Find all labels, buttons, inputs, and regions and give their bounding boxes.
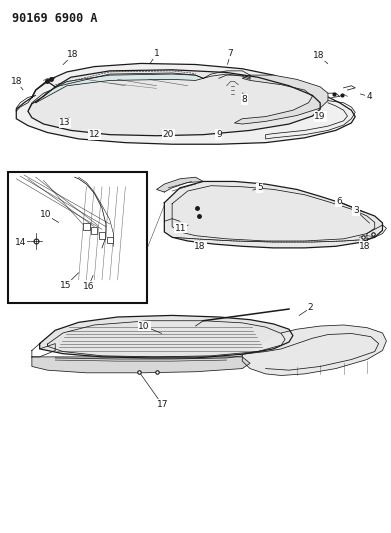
Text: 16: 16 bbox=[83, 282, 94, 291]
Text: 90169 6900 A: 90169 6900 A bbox=[13, 12, 98, 26]
Text: 19: 19 bbox=[314, 112, 326, 121]
Text: 18: 18 bbox=[11, 77, 22, 86]
Text: 20: 20 bbox=[163, 130, 174, 139]
Polygon shape bbox=[156, 177, 203, 192]
Text: 3: 3 bbox=[353, 206, 359, 215]
Bar bbox=[91, 227, 97, 233]
Text: 9: 9 bbox=[216, 130, 222, 139]
Bar bbox=[83, 223, 90, 230]
Text: 18: 18 bbox=[312, 51, 324, 60]
Text: 11: 11 bbox=[175, 224, 187, 233]
Text: 10: 10 bbox=[40, 210, 51, 219]
Text: 5: 5 bbox=[257, 183, 263, 192]
Text: 4: 4 bbox=[366, 92, 372, 101]
Text: 15: 15 bbox=[60, 280, 72, 289]
Polygon shape bbox=[28, 70, 320, 136]
Text: 6: 6 bbox=[336, 197, 342, 206]
Text: 18: 18 bbox=[67, 51, 79, 59]
Text: 12: 12 bbox=[88, 130, 100, 139]
Bar bbox=[99, 232, 105, 239]
Polygon shape bbox=[235, 75, 328, 124]
Polygon shape bbox=[36, 74, 203, 103]
Text: 10: 10 bbox=[138, 321, 150, 330]
Text: 2: 2 bbox=[308, 303, 313, 312]
Text: 18: 18 bbox=[194, 242, 206, 251]
Polygon shape bbox=[164, 181, 382, 248]
Polygon shape bbox=[16, 63, 355, 144]
Text: 14: 14 bbox=[14, 238, 26, 247]
Text: 17: 17 bbox=[157, 400, 168, 409]
Bar bbox=[9, 172, 147, 303]
Bar bbox=[107, 237, 113, 243]
Polygon shape bbox=[32, 357, 250, 373]
Text: 1: 1 bbox=[154, 50, 160, 58]
Text: 8: 8 bbox=[241, 95, 247, 104]
Text: 7: 7 bbox=[228, 50, 233, 58]
Text: 18: 18 bbox=[359, 242, 371, 251]
Polygon shape bbox=[39, 316, 293, 358]
Polygon shape bbox=[242, 325, 386, 375]
Text: 13: 13 bbox=[59, 118, 71, 127]
